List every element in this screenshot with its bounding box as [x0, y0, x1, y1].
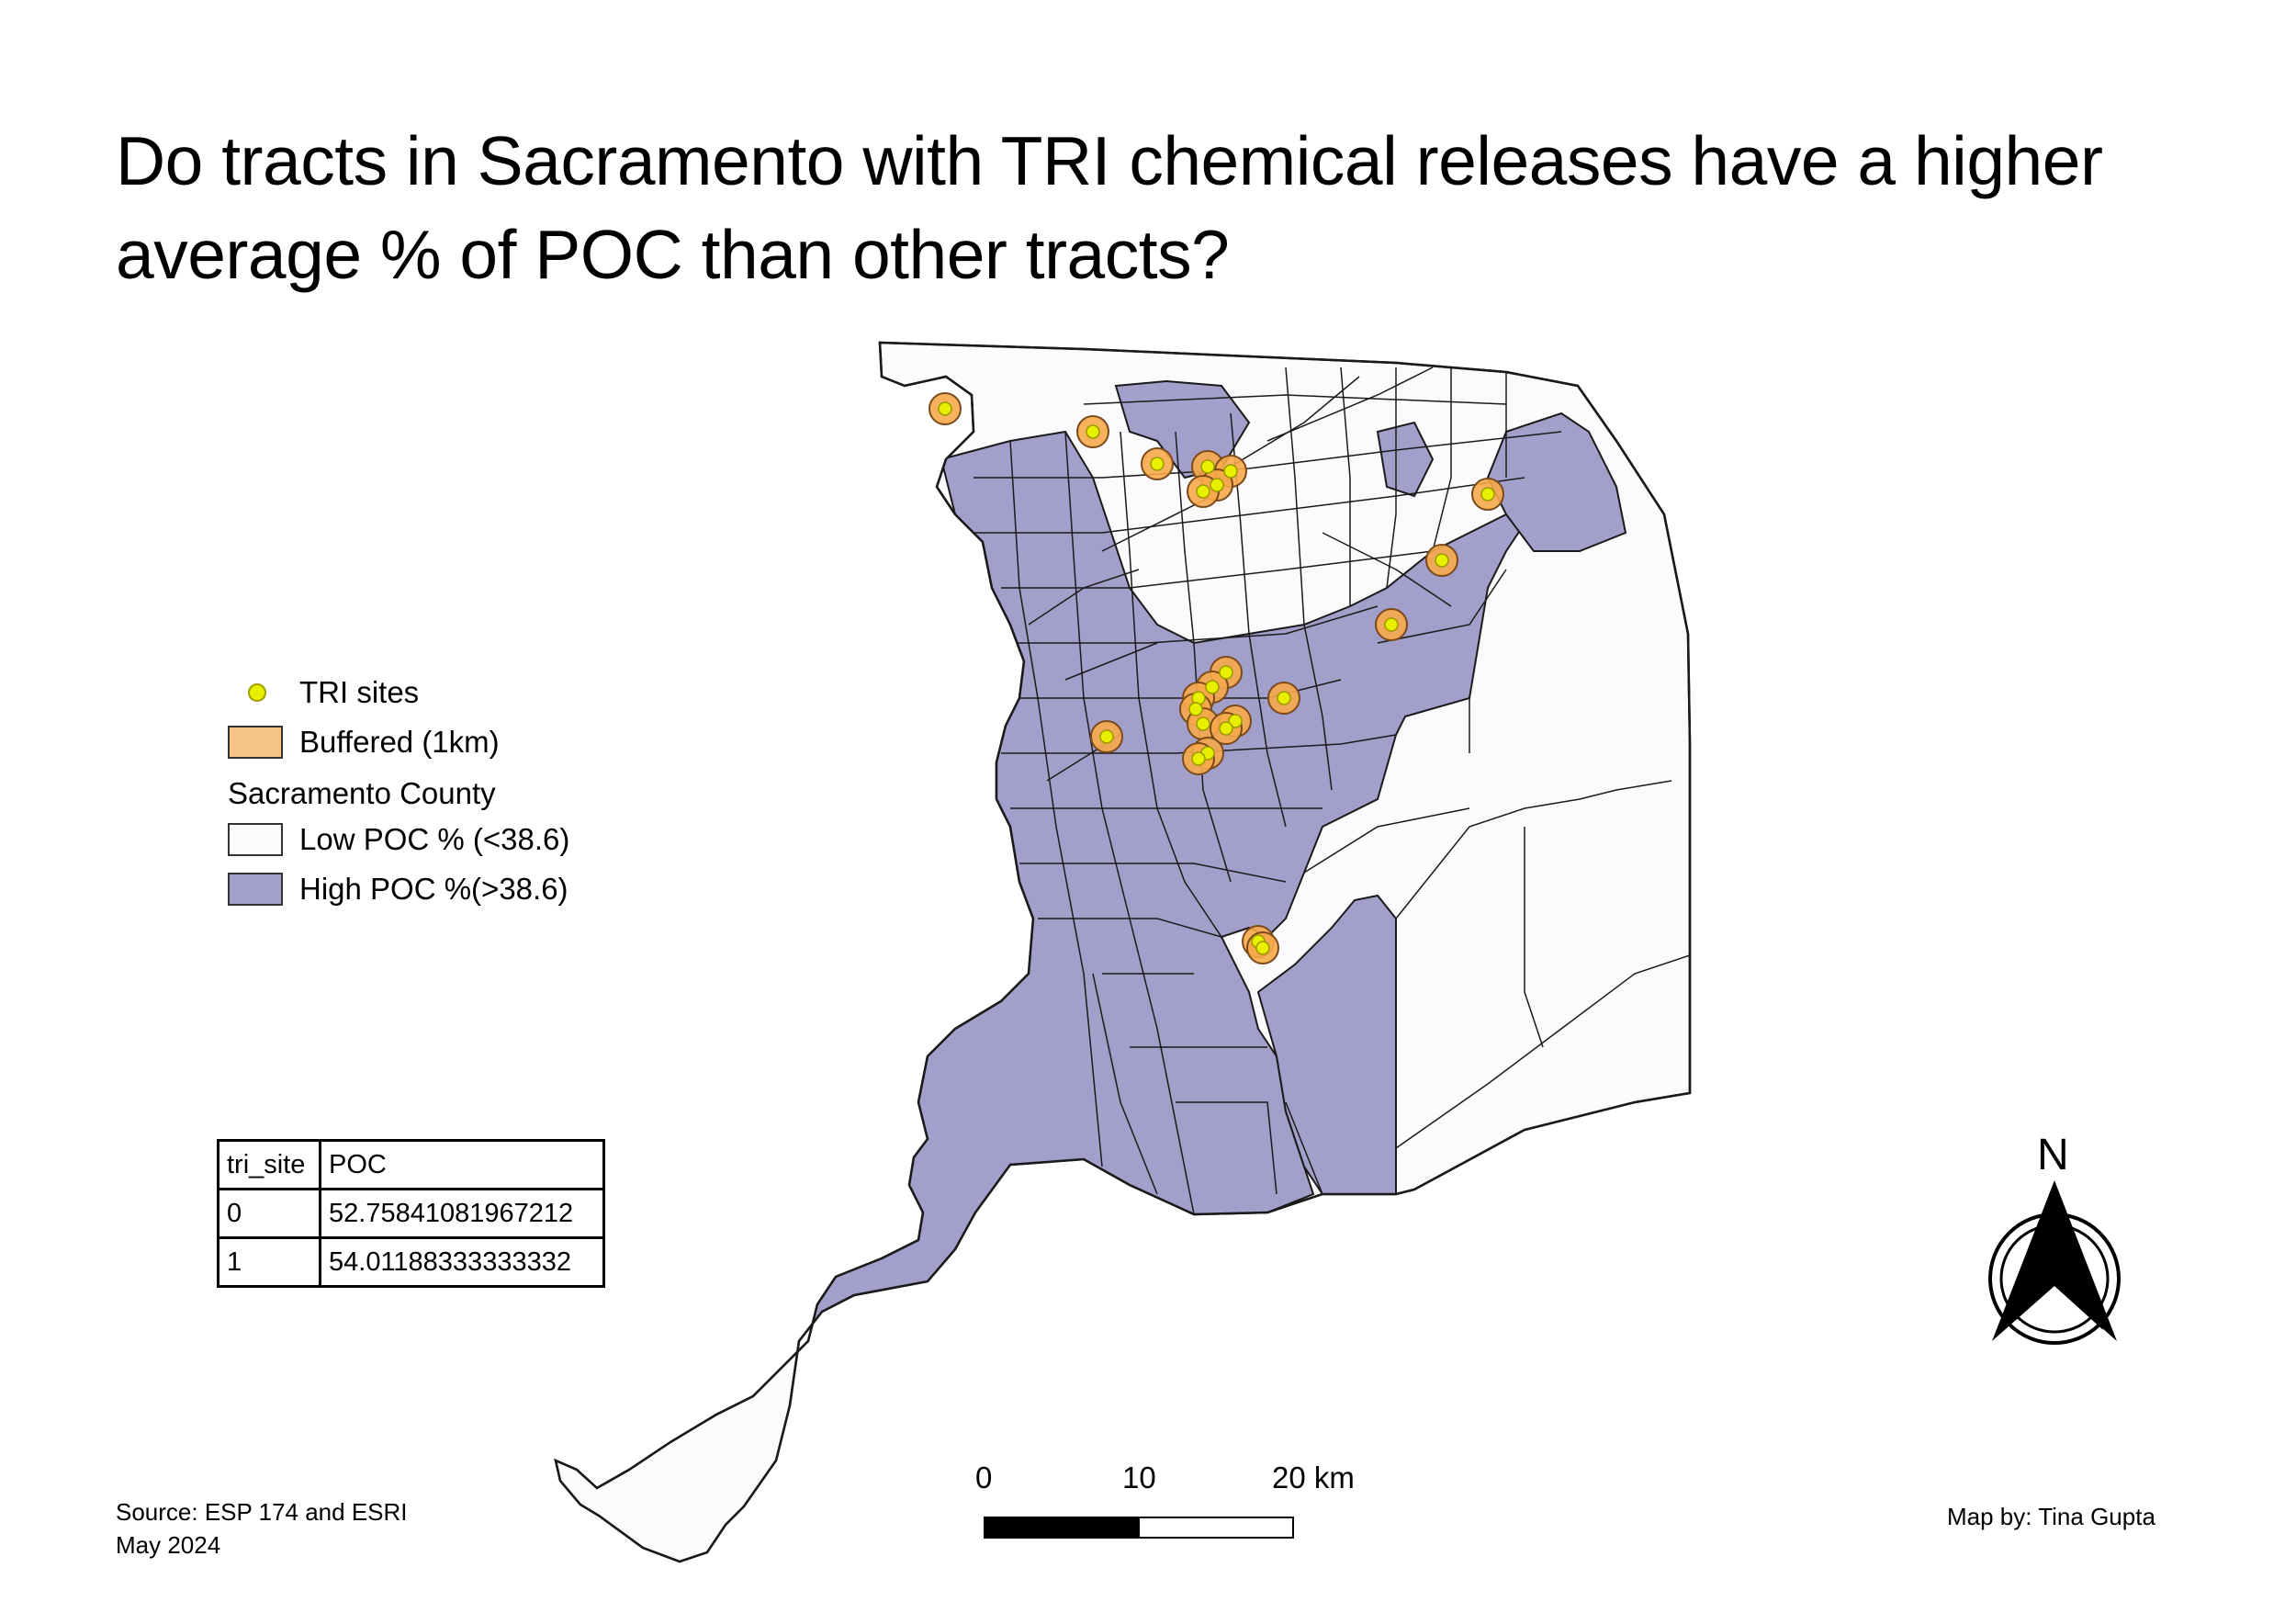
- high-poc-swatch: [228, 873, 283, 906]
- map-title: Do tracts in Sacramento with TRI chemica…: [116, 122, 2103, 293]
- tri-site-marker-icon: [1435, 553, 1449, 568]
- table-row: 0 52.75841081967212: [217, 1188, 605, 1239]
- tri-site-marker-icon: [1150, 457, 1165, 471]
- source-note: Source: ESP 174 and ESRI May 2024: [116, 1495, 408, 1562]
- tri-site-marker-icon: [1228, 714, 1243, 728]
- table-header-row: tri_site POC: [217, 1139, 605, 1190]
- map-credit: Map by: Tina Gupta: [1947, 1503, 2155, 1530]
- tri-site-marker-icon: [1200, 459, 1215, 474]
- table-cell: 1: [217, 1236, 321, 1288]
- tri-site-marker-icon: [1255, 941, 1270, 955]
- tri-site-marker-icon: [1219, 665, 1233, 680]
- tri-sites-layer: [929, 392, 1504, 964]
- table-row: 1 54.01188333333332: [217, 1236, 605, 1288]
- source-line: Source: ESP 174 and ESRI: [116, 1498, 408, 1526]
- legend-low-poc: Low POC % (<38.6): [228, 822, 569, 857]
- tri-site-marker-icon: [1196, 484, 1210, 499]
- tri-site-marker-icon: [1205, 680, 1220, 694]
- scale-bar: [984, 1517, 1294, 1539]
- legend-buffered-label: Buffered (1km): [299, 725, 500, 759]
- scale-label-10: 10: [1122, 1460, 1156, 1494]
- table-header-cell: tri_site: [217, 1139, 321, 1190]
- tri-site-marker-icon: [1188, 702, 1203, 716]
- tri-site-marker-icon: [1210, 478, 1224, 492]
- tri-site-marker-icon: [1196, 716, 1210, 731]
- legend-tri-sites: TRI sites: [228, 675, 419, 710]
- buffer-swatch: [228, 726, 283, 759]
- scale-label-20: 20 km: [1272, 1460, 1355, 1494]
- tri-site-marker-icon: [1277, 691, 1291, 705]
- tri-site-marker-icon: [938, 401, 952, 416]
- high-poc-region-central: [1376, 421, 1435, 498]
- tri-site-marker-icon: [1480, 487, 1495, 502]
- tri-site-marker-icon: [1191, 751, 1206, 766]
- table-cell: 0: [217, 1188, 321, 1239]
- legend-low-poc-label: Low POC % (<38.6): [299, 822, 570, 856]
- tri-site-marker-icon: [1223, 464, 1238, 479]
- low-poc-swatch: [228, 823, 283, 856]
- table-cell: 54.01188333333332: [319, 1236, 605, 1288]
- tri-site-marker-icon: [228, 676, 283, 709]
- scale-label-0: 0: [975, 1460, 993, 1494]
- legend-buffered: Buffered (1km): [228, 725, 500, 760]
- source-date: May 2024: [116, 1531, 221, 1559]
- tri-site-marker-icon: [1384, 617, 1399, 632]
- legend-county-heading: Sacramento County: [228, 776, 496, 810]
- legend-high-poc-label: High POC %(>38.6): [299, 872, 568, 906]
- north-label: N: [2037, 1131, 2069, 1179]
- tri-site-marker-icon: [1099, 729, 1114, 744]
- legend-high-poc: High POC %(>38.6): [228, 872, 568, 907]
- table-header-cell: POC: [319, 1139, 605, 1190]
- table-cell: 52.75841081967212: [319, 1188, 605, 1239]
- north-arrow-icon: [1988, 1180, 2121, 1345]
- legend-tri-sites-label: TRI sites: [299, 675, 420, 709]
- tract-boundaries: [974, 367, 1690, 1215]
- attribute-table: tri_site POC 0 52.75841081967212 1 54.01…: [217, 1139, 605, 1288]
- tri-site-marker-icon: [1086, 424, 1100, 439]
- tri-site-marker-icon: [1219, 721, 1233, 736]
